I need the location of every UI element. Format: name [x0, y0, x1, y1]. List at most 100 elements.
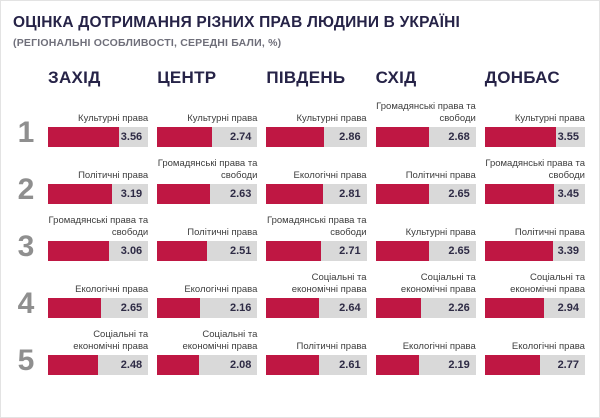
rating-cell: Екологічні права 2.77: [484, 318, 585, 375]
right-category-label: Політичні права: [296, 340, 367, 352]
rating-bar-fill: [375, 127, 430, 147]
rating-value: 2.08: [229, 359, 252, 371]
right-category-label: Політичні права: [405, 169, 476, 181]
rating-bar-track: 2.26: [375, 298, 476, 318]
rating-bar-track: 2.61: [266, 355, 367, 375]
rating-bar-track: 2.74: [157, 127, 258, 147]
rating-cell: Політичні права 2.65: [375, 147, 476, 204]
chart-subtitle: (РЕГІОНАЛЬНІ ОСОБЛИВОСТІ, СЕРЕДНІ БАЛИ, …: [13, 37, 282, 49]
right-category-label: Громадянські права та свободи: [485, 158, 585, 181]
rating-cell: Соціальні та економічні права 2.26: [375, 261, 476, 318]
rating-cell: Політичні права 2.51: [157, 204, 258, 261]
right-category-label: Політичні права: [514, 226, 585, 238]
rating-bar-fill: [157, 355, 199, 375]
rating-cell: Культурні права 3.56: [48, 90, 149, 147]
rating-bar-fill: [484, 298, 544, 318]
right-category-label: Екологічні права: [511, 340, 585, 352]
rating-cell: Громадянські права та свободи 2.68: [375, 90, 476, 147]
rating-cell: Екологічні права 2.16: [157, 261, 258, 318]
right-category-label: Громадянські права та свободи: [157, 158, 258, 181]
rating-cell: Культурні права 3.55: [484, 90, 585, 147]
right-category-label: Політичні права: [187, 226, 258, 238]
rank-number: 3: [17, 230, 35, 264]
rating-cell: Культурні права 2.65: [375, 204, 476, 261]
rating-bar-track: 2.16: [157, 298, 258, 318]
rating-bar-track: 2.48: [48, 355, 149, 375]
right-category-label: Соціальні та економічні права: [73, 329, 149, 352]
rating-bar-fill: [48, 184, 112, 204]
right-category-label: Соціальні та економічні права: [400, 272, 476, 295]
rating-cell: Культурні права 2.86: [266, 90, 367, 147]
rating-value: 2.16: [229, 302, 252, 314]
rating-bar-fill: [375, 355, 420, 375]
rating-bar-track: 3.39: [484, 241, 585, 261]
rating-value: 2.64: [339, 302, 361, 314]
rating-bar-track: 2.64: [266, 298, 367, 318]
rating-bar-track: 2.94: [484, 298, 585, 318]
rating-cell: Громадянські права та свободи 3.06: [48, 204, 149, 261]
rating-value: 2.61: [339, 359, 361, 371]
rating-cell: Екологічні права 2.81: [266, 147, 367, 204]
rating-bar-track: 2.51: [157, 241, 258, 261]
rating-value: 2.63: [229, 188, 252, 200]
right-category-label: Соціальні та економічні права: [510, 272, 585, 295]
rating-bar-track: 3.56: [48, 127, 149, 147]
rating-value: 2.51: [229, 245, 252, 257]
rating-bar-fill: [266, 127, 324, 147]
rating-bar-fill: [484, 355, 541, 375]
rating-bar-track: 3.45: [484, 184, 585, 204]
rating-bar-fill: [266, 241, 321, 261]
rating-bar-track: 2.65: [48, 298, 149, 318]
right-category-label: Екологічні права: [293, 169, 367, 181]
rank-number: 5: [17, 344, 35, 378]
rating-bar-track: 2.65: [375, 184, 476, 204]
rating-value: 3.39: [557, 245, 579, 257]
rank-number: 2: [17, 173, 35, 207]
rating-cell: Політичні права 3.19: [48, 147, 149, 204]
rating-bar-track: 2.81: [266, 184, 367, 204]
region-header-donbas: ДОНБАС: [484, 68, 560, 87]
rating-value: 3.06: [120, 245, 143, 257]
rating-cell: Екологічні права 2.19: [375, 318, 476, 375]
rating-bar-fill: [157, 127, 213, 147]
rating-bar-track: 3.19: [48, 184, 149, 204]
right-category-label: Культурні права: [78, 112, 149, 124]
right-category-label: Соціальні та економічні права: [182, 329, 258, 352]
rating-bar-fill: [266, 355, 319, 375]
rating-cell: Екологічні права 2.65: [48, 261, 149, 318]
rating-bar-fill: [48, 241, 110, 261]
rating-bar-track: 2.65: [375, 241, 476, 261]
right-category-label: Громадянські права та свободи: [48, 215, 149, 238]
right-category-label: Культурні права: [296, 112, 367, 124]
rating-value: 3.55: [557, 131, 579, 143]
grid-corner: [13, 64, 39, 90]
rating-bar-track: 2.08: [157, 355, 258, 375]
rating-bar-track: 3.55: [484, 127, 585, 147]
rating-bar-fill: [484, 241, 553, 261]
rating-value: 2.81: [339, 188, 361, 200]
rating-bar-fill: [266, 184, 323, 204]
rating-value: 2.26: [448, 302, 470, 314]
rating-cell: Громадянські права та свободи 2.63: [157, 147, 258, 204]
rating-bar-track: 2.68: [375, 127, 476, 147]
rating-value: 2.94: [557, 302, 579, 314]
ratings-grid: ЗАХІД ЦЕНТР ПІВДЕНЬ СХІД ДОНБАС 1 Культу…: [13, 64, 585, 378]
right-category-label: Культурні права: [405, 226, 476, 238]
rating-value: 2.77: [557, 359, 579, 371]
right-category-label: Екологічні права: [75, 283, 149, 295]
region-header-pivden: ПІВДЕНЬ: [266, 68, 346, 87]
rating-cell: Соціальні та економічні права 2.94: [484, 261, 585, 318]
rating-cell: Соціальні та економічні права 2.48: [48, 318, 149, 375]
rating-cell: Соціальні та економічні права 2.64: [266, 261, 367, 318]
rating-bar-track: 2.19: [375, 355, 476, 375]
rating-bar-track: 2.63: [157, 184, 258, 204]
right-category-label: Громадянські права та свободи: [266, 215, 367, 238]
rating-bar-fill: [48, 355, 98, 375]
rating-cell: Культурні права 2.74: [157, 90, 258, 147]
rating-bar-track: 2.86: [266, 127, 367, 147]
region-header-skhid: СХІД: [375, 68, 417, 87]
region-header-zakhid: ЗАХІД: [48, 68, 101, 87]
chart-title: ОЦІНКА ДОТРИМАННЯ РІЗНИХ ПРАВ ЛЮДИНИ В У…: [13, 14, 461, 31]
rating-bar-fill: [266, 298, 320, 318]
rating-cell: Громадянські права та свободи 3.45: [484, 147, 585, 204]
